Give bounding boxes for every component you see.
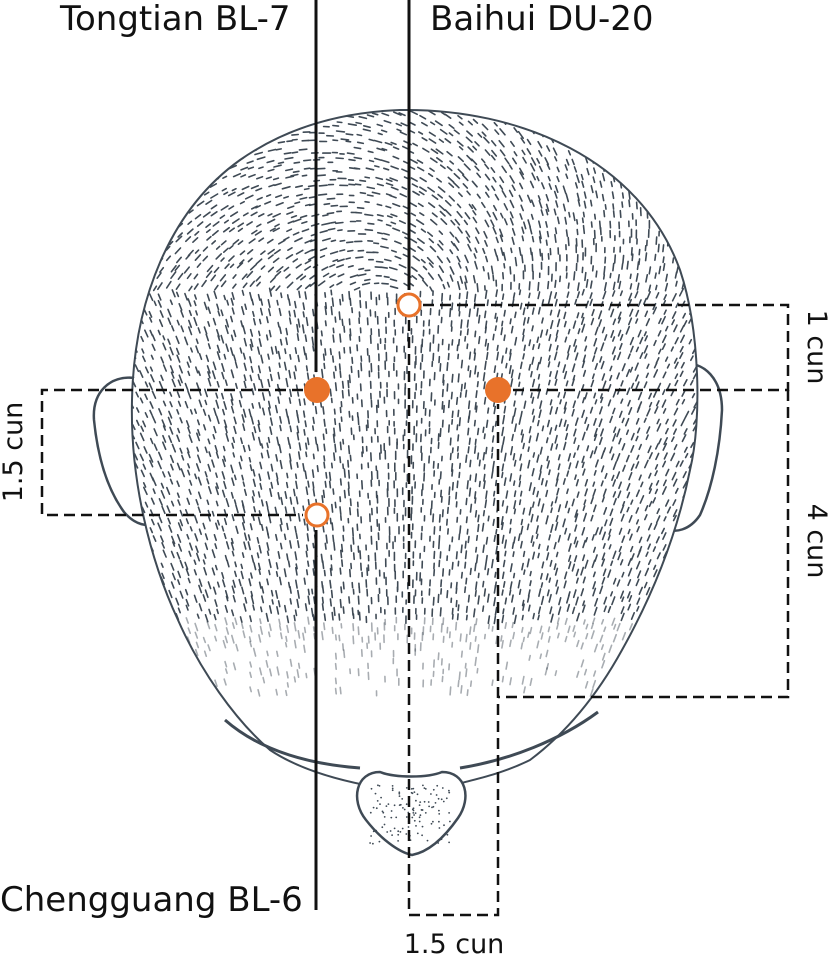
midline-dashed bbox=[407, 320, 500, 917]
tongtian-point-left[interactable] bbox=[304, 377, 330, 403]
measurement-lines bbox=[40, 303, 790, 917]
measure-right-long-label: 4 cun bbox=[801, 504, 832, 579]
brow-line bbox=[224, 718, 361, 770]
left-bracket bbox=[40, 388, 303, 517]
right-top-bracket bbox=[423, 303, 790, 392]
head-illustration bbox=[92, 108, 724, 857]
measure-right-top-label: 1 cun bbox=[801, 310, 832, 385]
measure-bottom-label: 1.5 cun bbox=[404, 929, 505, 958]
tongtian-label: Tongtian BL-7 bbox=[59, 0, 290, 39]
baihui-label: Baihui DU-20 bbox=[430, 0, 654, 39]
right-long-bracket bbox=[498, 390, 790, 699]
baihui-point[interactable] bbox=[396, 292, 422, 318]
brow-line-right bbox=[459, 710, 599, 770]
nose-shading bbox=[369, 784, 451, 845]
tongtian-point-right[interactable] bbox=[485, 377, 511, 403]
chengguang-label: Chengguang BL-6 bbox=[0, 880, 303, 920]
nose bbox=[355, 770, 467, 857]
chengguang-point[interactable] bbox=[304, 502, 330, 528]
measure-left-label: 1.5 cun bbox=[0, 402, 29, 503]
